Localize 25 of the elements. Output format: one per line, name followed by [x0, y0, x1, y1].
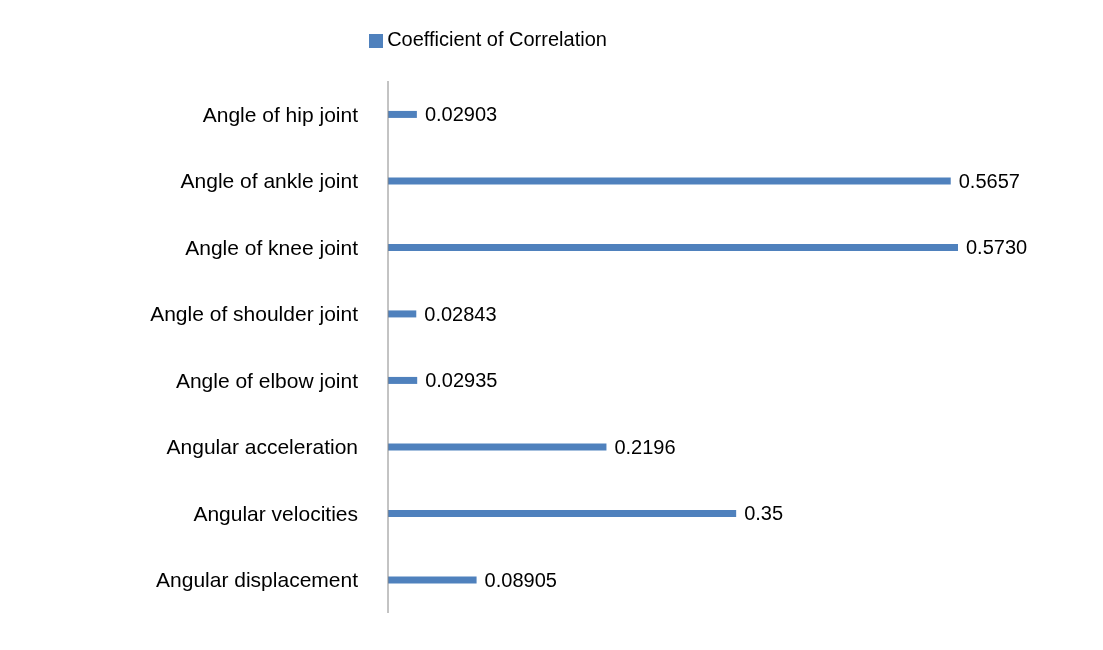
data-label: 0.5657 [958, 169, 1020, 192]
y-tick-label: Angle of shoulder joint [150, 302, 359, 326]
bar [388, 576, 477, 584]
y-tick-label: Angular displacement [156, 568, 359, 592]
bar [388, 509, 737, 517]
y-tick-label: Angle of elbow joint [175, 368, 359, 392]
bar [388, 376, 418, 384]
y-tick-label: Angle of knee joint [185, 235, 359, 259]
y-tick-label: Angle of hip joint [202, 102, 359, 126]
y-tick-label: Angular velocities [193, 501, 358, 525]
legend-label: Coefficient of Correlation [387, 28, 607, 50]
bar [388, 177, 951, 185]
bar [388, 443, 607, 451]
data-label: 0.02903 [424, 103, 498, 126]
y-tick-label: Angle of ankle joint [180, 169, 359, 193]
bar [388, 243, 958, 251]
data-label: 0.02935 [425, 369, 498, 392]
data-label: 0.5730 [966, 236, 1028, 259]
y-tick-label: Angular acceleration [166, 435, 358, 459]
data-label: 0.35 [744, 502, 784, 525]
data-label: 0.02843 [424, 302, 497, 325]
data-label: 0.08905 [484, 568, 557, 591]
bar [388, 110, 417, 118]
bar [388, 310, 417, 318]
data-label: 0.2196 [614, 435, 676, 458]
